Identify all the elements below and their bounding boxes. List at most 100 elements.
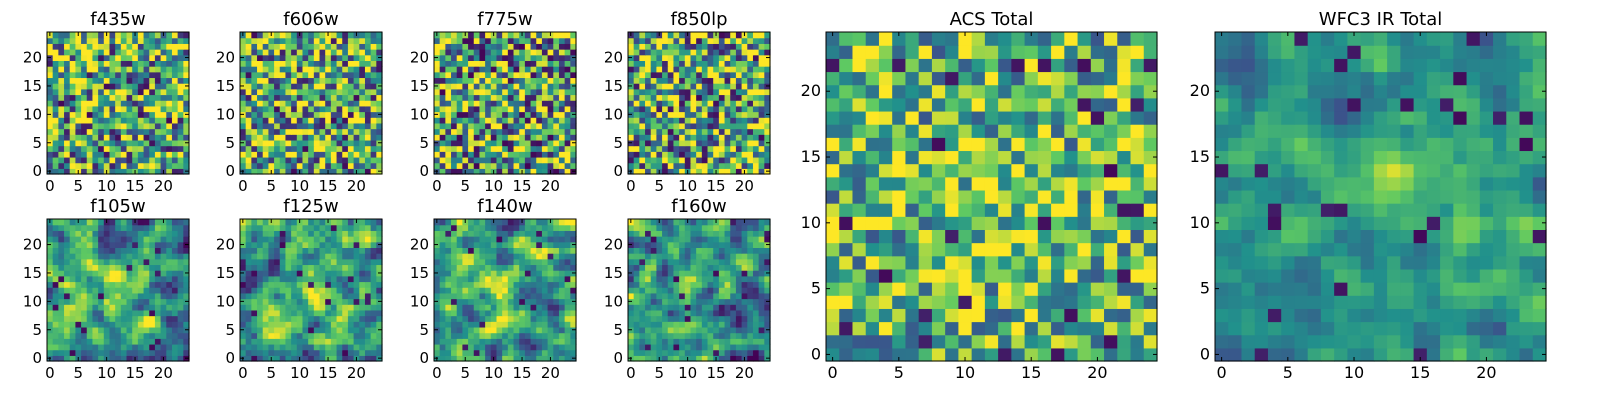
- heatmap-cell: [707, 105, 714, 113]
- heatmap-cell: [524, 281, 532, 288]
- heatmap-cell: [330, 343, 338, 351]
- heatmap-cell: [342, 241, 349, 248]
- heatmap-cell: [650, 122, 657, 130]
- heatmap-cell: [183, 292, 190, 300]
- heatmap-cell: [735, 275, 743, 283]
- heatmap-cell: [673, 309, 680, 317]
- heatmap-cell: [47, 117, 54, 124]
- heatmap-cell: [262, 338, 269, 345]
- heatmap-cell: [439, 37, 446, 44]
- heatmap-cell: [183, 253, 190, 260]
- heatmap-cell: [92, 71, 99, 79]
- heatmap-cell: [347, 83, 355, 90]
- heatmap-cell: [462, 287, 469, 294]
- heatmap-cell: [473, 43, 481, 50]
- heatmap-cell: [279, 105, 287, 113]
- heatmap-cell: [296, 49, 304, 56]
- heatmap-cell: [86, 230, 94, 237]
- heatmap-cell: [639, 275, 646, 283]
- heatmap-cell: [319, 298, 326, 305]
- heatmap-cell: [330, 292, 338, 300]
- heatmap-cell: [86, 258, 94, 266]
- heatmap-cell: [662, 37, 669, 44]
- heatmap-cell: [564, 32, 571, 39]
- heatmap-cell: [132, 117, 139, 124]
- heatmap-cell: [536, 168, 543, 175]
- heatmap-cell: [370, 292, 377, 300]
- heatmap-cell: [115, 321, 122, 328]
- heatmap-cell: [473, 236, 481, 243]
- heatmap-cell: [513, 219, 520, 226]
- heatmap-cell: [718, 304, 726, 311]
- heatmap-cell: [69, 298, 76, 305]
- heatmap-cell: [302, 230, 309, 237]
- heatmap-cell: [353, 236, 360, 243]
- heatmap-cell: [547, 43, 554, 50]
- heatmap-cell: [313, 156, 321, 164]
- heatmap-cell: [524, 117, 532, 124]
- heatmap-cell: [741, 275, 748, 283]
- heatmap-cell: [502, 43, 509, 50]
- heatmap-cell: [564, 88, 571, 96]
- y-tick-label: 10: [23, 292, 42, 310]
- heatmap-cell: [479, 77, 486, 84]
- heatmap-cell: [64, 122, 71, 130]
- heatmap-cell: [364, 355, 372, 362]
- heatmap-cell: [735, 43, 743, 50]
- heatmap-cell: [279, 338, 287, 345]
- heatmap-cell: [359, 162, 366, 169]
- heatmap-cell: [86, 162, 94, 169]
- heatmap-cell: [747, 105, 754, 113]
- heatmap-cell: [274, 338, 281, 345]
- heatmap-cell: [536, 122, 543, 130]
- heatmap-cell: [177, 37, 184, 44]
- heatmap-cell: [650, 304, 657, 311]
- heatmap-cell: [570, 49, 577, 56]
- heatmap-cell: [439, 292, 446, 300]
- heatmap-cell: [439, 241, 446, 248]
- heatmap-cell: [120, 247, 128, 254]
- heatmap-cell: [291, 343, 298, 351]
- heatmap-cell: [132, 309, 139, 317]
- heatmap-cell: [667, 292, 675, 300]
- heatmap-cell: [325, 309, 332, 317]
- heatmap-cell: [58, 60, 65, 67]
- heatmap-cell: [473, 355, 481, 362]
- heatmap-cell: [245, 247, 252, 254]
- heatmap-cell: [570, 343, 577, 351]
- heatmap-cell: [370, 37, 377, 44]
- heatmap-cell: [536, 66, 543, 73]
- heatmap-cell: [171, 100, 179, 107]
- heatmap-cell: [451, 253, 458, 260]
- heatmap-cell: [456, 83, 463, 90]
- heatmap-cell: [251, 88, 258, 96]
- heatmap-cell: [268, 253, 275, 260]
- heatmap-cell: [171, 298, 179, 305]
- heatmap-cell: [376, 321, 383, 328]
- heatmap-cell: [171, 145, 179, 152]
- heatmap-cell: [75, 100, 82, 107]
- heatmap-cell: [713, 326, 720, 334]
- heatmap-cell: [268, 156, 275, 164]
- heatmap-cell: [285, 292, 292, 300]
- heatmap-cell: [679, 122, 686, 130]
- heatmap-cell: [473, 77, 481, 84]
- heatmap-cell: [92, 264, 99, 271]
- heatmap-cell: [109, 338, 116, 345]
- axes-frame: [239, 31, 383, 175]
- heatmap-cell: [160, 117, 167, 124]
- heatmap-cell: [519, 270, 526, 277]
- x-tick-label: 0: [626, 177, 636, 195]
- heatmap-cell: [364, 326, 372, 334]
- heatmap-cell: [718, 338, 726, 345]
- heatmap-cell: [115, 224, 122, 231]
- heatmap-cell: [279, 151, 287, 158]
- panel-title: f140w: [477, 196, 532, 217]
- heatmap-cell: [285, 83, 292, 90]
- heatmap-cell: [502, 338, 509, 345]
- heatmap-cell: [75, 343, 82, 351]
- heatmap-cell: [268, 247, 275, 254]
- heatmap-cell: [628, 275, 635, 283]
- heatmap-cell: [52, 43, 59, 50]
- heatmap-cell: [462, 349, 469, 356]
